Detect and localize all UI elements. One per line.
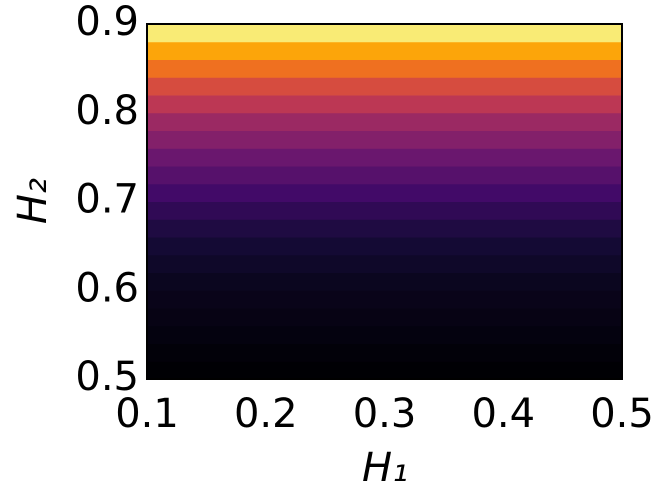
heatmap-cell (147, 325, 622, 344)
y-axis-label: H₂ (10, 178, 56, 224)
y-tick-label: 0.5 (75, 354, 139, 400)
x-tick-label: 0.1 (115, 391, 179, 437)
heatmap-cell (147, 41, 622, 60)
heatmap-cell (147, 23, 622, 43)
heatmap-cell (147, 201, 622, 220)
x-axis-label: H₁ (362, 445, 408, 491)
heatmap-cell (147, 218, 622, 238)
x-tick-label: 0.5 (590, 391, 654, 437)
heatmap-cell (147, 272, 622, 291)
plot-frame (146, 23, 623, 380)
heatmap-cell (147, 307, 622, 327)
heatmap-cell (147, 289, 622, 309)
heatmap-cell (147, 147, 622, 167)
x-tick-label: 0.2 (234, 391, 298, 437)
heatmap-cell (147, 59, 622, 78)
heatmap (147, 23, 622, 380)
heatmap-cell (147, 165, 622, 185)
heatmap-cell (147, 183, 622, 202)
heatmap-cell (147, 76, 622, 96)
heatmap-cell (147, 130, 622, 149)
x-tick-label: 0.3 (353, 391, 417, 437)
y-tick-label: 0.8 (75, 88, 139, 134)
heatmap-cell (147, 343, 622, 362)
heatmap-cell (147, 94, 622, 114)
y-tick-label: 0.6 (75, 265, 139, 311)
x-tick-label: 0.4 (471, 391, 535, 437)
heatmap-cell (147, 360, 622, 380)
heatmap-cell (147, 112, 622, 131)
y-tick-label: 0.9 (75, 0, 139, 45)
y-tick-label: 0.7 (75, 177, 139, 223)
heatmap-cell (147, 236, 622, 256)
heatmap-cell (147, 254, 622, 273)
